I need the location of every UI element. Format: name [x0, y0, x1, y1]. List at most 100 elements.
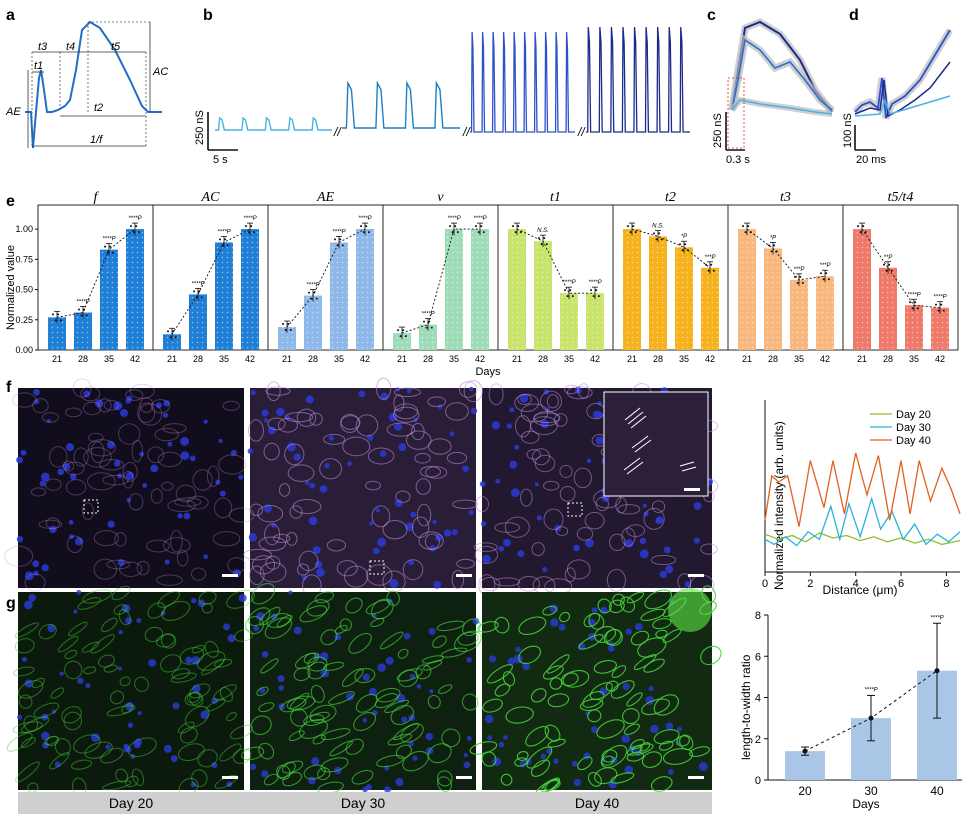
- nucleus: [91, 733, 100, 742]
- e-bar-texture: [879, 267, 897, 350]
- fiber: [415, 664, 432, 680]
- membrane: [277, 417, 298, 433]
- e-annotation: ****P: [243, 216, 256, 222]
- nucleus: [20, 449, 27, 456]
- nucleus: [503, 538, 511, 547]
- nucleus: [286, 442, 296, 452]
- nucleus: [503, 735, 508, 740]
- fiber: [582, 691, 605, 708]
- fiber: [546, 654, 570, 674]
- nucleus: [479, 480, 486, 487]
- nucleus: [484, 714, 494, 724]
- label-t1: t1: [34, 60, 43, 72]
- e-datapoint: [566, 295, 569, 298]
- membrane: [367, 447, 395, 465]
- e-xtick: 21: [167, 354, 177, 364]
- nucleus: [406, 388, 412, 394]
- membrane: [514, 393, 540, 412]
- scale-c-x: 0.3 s: [726, 154, 750, 166]
- e-bar-texture: [445, 229, 463, 350]
- fiber: [50, 687, 65, 699]
- nucleus: [375, 507, 381, 513]
- label-t2: t2: [94, 102, 103, 114]
- e-bar-texture: [534, 241, 552, 350]
- label-period: 1/f: [90, 134, 103, 146]
- fiber: [310, 684, 325, 703]
- membrane: [559, 465, 573, 478]
- e-datapoint: [885, 269, 888, 272]
- nucleus: [192, 684, 201, 693]
- svg-text://: //: [462, 125, 471, 139]
- nucleus: [183, 512, 191, 520]
- fiber: [245, 616, 264, 635]
- e-title-4: t1: [550, 190, 561, 205]
- g-xtick: 20: [798, 784, 812, 798]
- e-datapoint: [226, 244, 229, 247]
- e-datapoint: [545, 243, 548, 246]
- fiber: [626, 692, 643, 707]
- g-xtick: 40: [930, 784, 944, 798]
- fiber: [177, 721, 195, 734]
- e-datapoint: [451, 231, 454, 234]
- e-bar-texture: [419, 324, 437, 350]
- e-datapoint: [597, 295, 600, 298]
- e-datapoint: [744, 231, 747, 234]
- membrane: [93, 530, 120, 547]
- fiber: [248, 607, 271, 627]
- nucleus: [68, 519, 74, 525]
- e-bar-texture: [126, 229, 144, 350]
- membrane: [125, 389, 144, 401]
- nucleus: [117, 558, 125, 566]
- membrane: [286, 531, 298, 546]
- nucleus: [105, 744, 111, 750]
- e-datapoint: [684, 243, 687, 246]
- nucleus: [276, 407, 285, 416]
- nucleus: [388, 413, 398, 422]
- membrane: [170, 529, 183, 553]
- nucleus: [261, 409, 269, 417]
- f-xtick-label: 2: [807, 578, 813, 590]
- trace-day28: [342, 80, 460, 129]
- fiber: [549, 677, 563, 690]
- membrane: [526, 449, 542, 460]
- membrane: [137, 402, 156, 424]
- fiber: [179, 646, 205, 665]
- membrane: [278, 483, 291, 497]
- membrane: [42, 412, 59, 423]
- membrane: [382, 570, 406, 593]
- membrane: [82, 401, 102, 416]
- nucleus: [163, 400, 170, 407]
- fiber: [160, 633, 177, 649]
- nucleus: [509, 460, 518, 469]
- e-bar-texture: [241, 229, 259, 350]
- e-annotation: ****P: [473, 216, 486, 222]
- fiber: [579, 698, 604, 711]
- membrane: [540, 390, 563, 412]
- nucleus: [372, 547, 380, 555]
- e-datapoint: [653, 232, 655, 235]
- fiber: [320, 757, 349, 773]
- nucleus: [394, 422, 402, 431]
- membrane: [393, 406, 420, 423]
- fiber: [630, 630, 650, 646]
- e-datapoint: [742, 225, 744, 228]
- nucleus: [127, 722, 134, 728]
- fiber: [90, 634, 115, 654]
- nucleus: [46, 418, 51, 423]
- membrane: [146, 539, 170, 553]
- membrane: [167, 499, 196, 513]
- e-annotation: ****P: [217, 229, 230, 235]
- fiber: [303, 764, 327, 780]
- nucleus: [312, 546, 321, 554]
- nucleus: [142, 483, 148, 488]
- e-datapoint: [287, 323, 290, 326]
- fiber: [134, 676, 150, 692]
- fiber: [341, 668, 364, 688]
- membrane: [136, 560, 150, 576]
- fiber: [83, 666, 97, 675]
- fiber: [611, 665, 627, 679]
- fiber: [353, 711, 377, 732]
- nucleus: [261, 770, 269, 778]
- e-datapoint: [289, 329, 292, 332]
- fiber: [370, 617, 385, 628]
